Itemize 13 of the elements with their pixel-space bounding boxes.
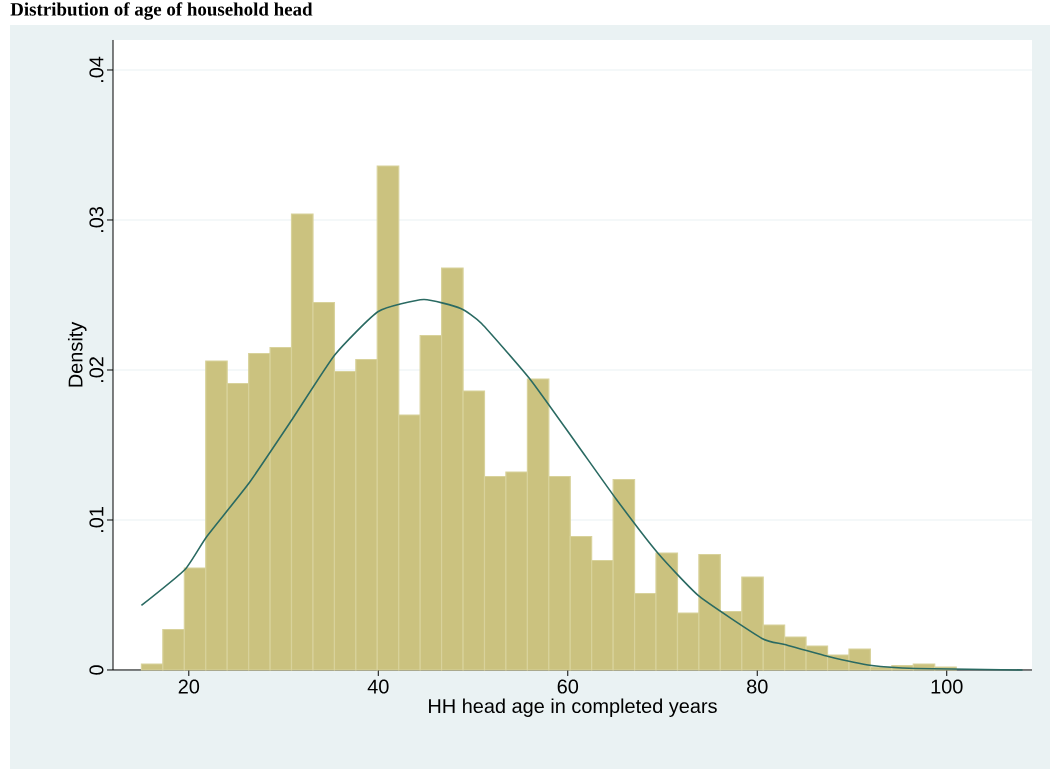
- chart-title: Distribution of age of household head: [10, 2, 313, 20]
- x-axis-title: HH head age in completed years: [429, 698, 717, 718]
- y-tick-label: .04: [89, 56, 104, 83]
- x-tick-label: 100: [931, 679, 963, 694]
- y-axis-title: Density: [67, 321, 87, 387]
- y-tick-label: .02: [89, 357, 104, 383]
- x-tick-label: 60: [557, 679, 579, 694]
- y-tick-label: .03: [89, 207, 104, 233]
- x-tick-label: 80: [747, 679, 768, 694]
- y-tick-label: 0: [89, 665, 104, 675]
- x-tick-label: 20: [178, 679, 200, 694]
- x-tick-label: 40: [367, 679, 389, 694]
- y-tick-label: .01: [89, 507, 104, 533]
